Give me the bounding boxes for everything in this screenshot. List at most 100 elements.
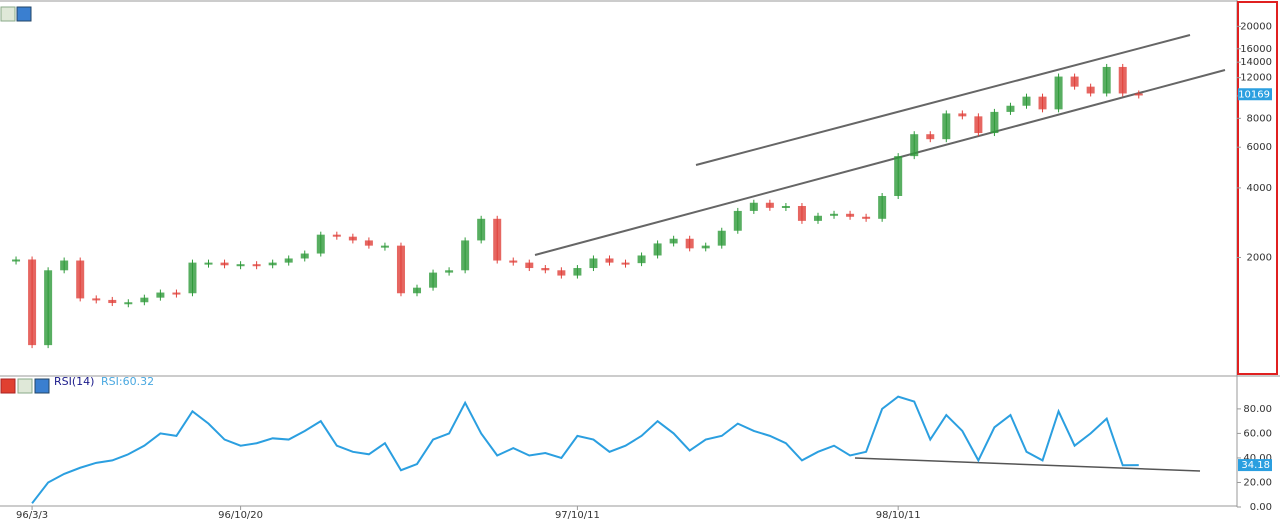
candle xyxy=(669,238,678,244)
current-value-label: 10169 xyxy=(1238,89,1270,100)
candle xyxy=(1038,96,1047,110)
y-tick-label: 80.00 xyxy=(1243,404,1272,415)
candle xyxy=(236,264,245,267)
candle xyxy=(910,134,919,157)
candle xyxy=(445,270,454,273)
candle xyxy=(268,262,277,266)
candle xyxy=(1022,96,1031,106)
trend-line xyxy=(534,69,1226,256)
candle xyxy=(396,245,405,294)
y-tick-label: 2000 xyxy=(1247,252,1272,263)
candle xyxy=(733,210,742,231)
candle xyxy=(220,262,229,266)
candle xyxy=(364,240,373,246)
candle xyxy=(60,260,69,271)
candle xyxy=(156,292,165,298)
down-icon[interactable] xyxy=(16,6,32,22)
candle xyxy=(284,258,293,263)
candle xyxy=(797,205,806,221)
candle xyxy=(300,253,309,259)
candle xyxy=(1134,93,1143,96)
candle xyxy=(413,287,422,294)
y-tick-label: 20.00 xyxy=(1243,477,1272,488)
candle xyxy=(541,268,550,271)
candle xyxy=(316,234,325,254)
candle xyxy=(1086,86,1095,94)
candle xyxy=(878,195,887,219)
candle xyxy=(605,258,614,263)
y-tick-label: 40.00 xyxy=(1243,453,1272,464)
x-tick-label: 98/10/11 xyxy=(876,510,921,521)
candle xyxy=(589,258,598,269)
x-tick-label: 97/10/11 xyxy=(555,510,600,521)
candle xyxy=(380,245,389,248)
candle xyxy=(958,113,967,117)
up-icon[interactable] xyxy=(34,378,50,394)
close-icon[interactable] xyxy=(0,378,16,394)
candle xyxy=(717,230,726,246)
pencil-icon[interactable] xyxy=(0,6,16,22)
candle xyxy=(781,205,790,208)
candle xyxy=(637,255,646,264)
indicator-value: RSI:60.32 xyxy=(101,375,154,388)
candle xyxy=(348,236,357,241)
candle xyxy=(92,298,101,301)
candle xyxy=(765,202,774,208)
candle xyxy=(942,113,951,140)
candle xyxy=(653,243,662,256)
candle xyxy=(172,292,181,295)
candle xyxy=(140,297,149,303)
candle xyxy=(701,245,710,249)
candle xyxy=(477,218,486,241)
y-tick-label: 12000 xyxy=(1240,73,1272,84)
candle xyxy=(525,262,534,269)
trend-line xyxy=(854,457,1201,472)
candle xyxy=(685,238,694,249)
y-tick-label: 20000 xyxy=(1240,21,1272,32)
candle xyxy=(926,134,935,140)
candle xyxy=(461,240,470,271)
candle xyxy=(1006,105,1015,112)
candle xyxy=(124,302,133,305)
x-tick-label: 96/3/3 xyxy=(16,510,48,521)
trend-line xyxy=(695,34,1191,166)
candle xyxy=(813,215,822,221)
y-tick-label: 14000 xyxy=(1240,57,1272,68)
candle xyxy=(894,156,903,196)
candle xyxy=(76,260,85,299)
current-value-box xyxy=(1238,459,1272,472)
current-value-box xyxy=(1238,88,1272,101)
indicator-name: RSI(14) xyxy=(54,375,94,388)
y-tick-label: 8000 xyxy=(1247,113,1272,124)
current-value-label: 34.18 xyxy=(1241,460,1270,471)
pencil-icon[interactable] xyxy=(17,378,33,394)
y-tick-label: 16000 xyxy=(1240,44,1272,55)
rsi-line xyxy=(31,395,1139,504)
y-tick-label: 0.00 xyxy=(1250,502,1272,513)
candle xyxy=(573,268,582,276)
candle xyxy=(557,270,566,276)
candle xyxy=(12,259,21,262)
y-tick-label: 60.00 xyxy=(1243,428,1272,439)
candle xyxy=(509,260,518,263)
candle xyxy=(252,264,261,267)
candle xyxy=(974,116,983,134)
candle xyxy=(44,270,53,346)
y-tick-label: 6000 xyxy=(1247,142,1272,153)
x-tick-label: 96/10/20 xyxy=(218,510,263,521)
candle xyxy=(493,218,502,261)
candle xyxy=(204,262,213,265)
candle xyxy=(830,213,839,216)
y-tick-label: 4000 xyxy=(1247,183,1272,194)
candle xyxy=(332,234,341,237)
candle xyxy=(1054,76,1063,110)
candle xyxy=(846,213,855,217)
candle xyxy=(862,216,871,219)
candle xyxy=(1118,66,1127,94)
candle xyxy=(28,259,37,346)
candle xyxy=(749,202,758,211)
candle xyxy=(621,262,630,265)
candle xyxy=(990,111,999,134)
